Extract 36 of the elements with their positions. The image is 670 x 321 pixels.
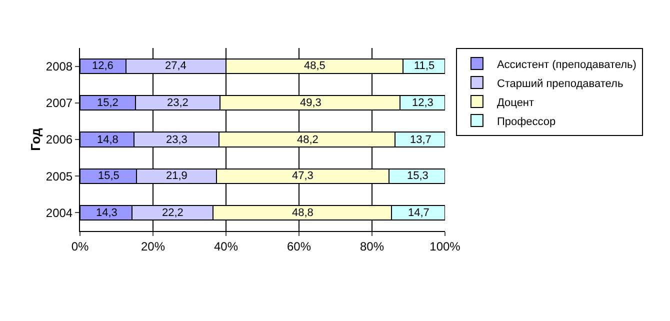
legend-label: Доцент — [496, 96, 534, 109]
x-tick-label: 40% — [214, 239, 238, 254]
data-label: 12,6 — [92, 60, 114, 72]
data-label: 11,5 — [414, 60, 435, 72]
x-tick-label: 20% — [140, 239, 166, 254]
data-label: 48,8 — [292, 207, 314, 219]
data-label: 15,5 — [98, 170, 120, 182]
x-tick-label: 60% — [286, 239, 312, 254]
data-label: 15,2 — [97, 97, 118, 109]
y-tick-label: 2004 — [46, 206, 73, 220]
legend-label: Ассистент (преподаватель) — [496, 58, 636, 71]
x-tick-label: 80% — [360, 239, 384, 254]
data-label: 13,7 — [410, 134, 432, 146]
x-tick-label: 0% — [71, 239, 89, 254]
y-tick-label: 2006 — [46, 132, 73, 147]
data-label: 23,3 — [166, 134, 188, 146]
data-label: 14,3 — [96, 207, 118, 219]
x-tick-label: 100% — [430, 239, 461, 254]
data-label: 23,2 — [167, 97, 188, 109]
data-label: 14,8 — [97, 134, 118, 146]
data-label: 48,2 — [297, 134, 318, 146]
data-label: 47,3 — [292, 170, 314, 182]
y-tick-label: 2008 — [46, 60, 73, 74]
y-tick-label: 2007 — [46, 96, 73, 110]
y-axis-title: Год — [28, 127, 43, 151]
data-label: 22,2 — [162, 207, 184, 219]
legend-label: Старший преподаватель — [496, 78, 624, 90]
data-label: 49,3 — [300, 97, 322, 109]
data-label: 48,5 — [304, 60, 326, 72]
data-label: 27,4 — [165, 60, 186, 72]
data-label: 21,9 — [166, 170, 188, 182]
data-label: 15,3 — [407, 170, 428, 182]
data-label: 14,7 — [408, 207, 430, 219]
y-tick-label: 2005 — [46, 169, 73, 184]
legend-label: Профессор — [496, 116, 556, 128]
data-label: 12,3 — [412, 97, 434, 109]
